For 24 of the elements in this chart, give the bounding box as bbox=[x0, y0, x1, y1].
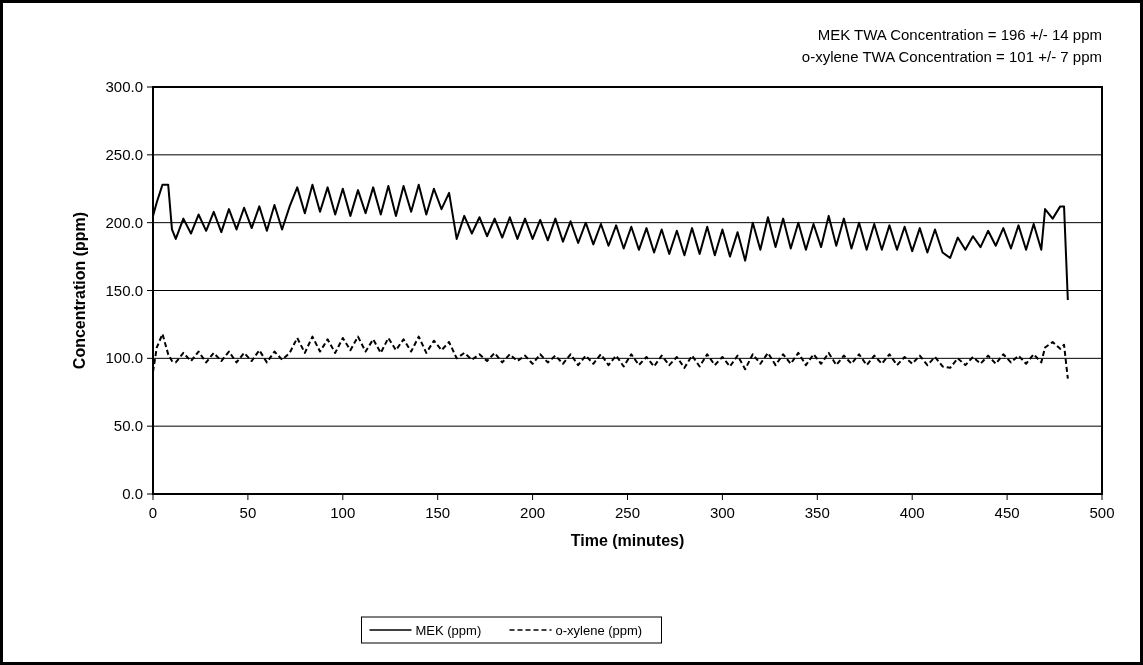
x-axis-title: Time (minutes) bbox=[570, 532, 685, 549]
legend-label: o-xylene (ppm) bbox=[555, 623, 643, 638]
x-tick-label: 100 bbox=[330, 504, 356, 521]
y-tick-label: 200.0 bbox=[105, 213, 143, 231]
legend-label: MEK (ppm) bbox=[415, 623, 482, 638]
x-tick-label: 150 bbox=[425, 504, 451, 521]
x-tick-label: 50 bbox=[239, 504, 257, 521]
text: o-xylene TWA Concentration = 101 +/- 7 ppm bbox=[801, 48, 1102, 65]
y-tick-label: 0.0 bbox=[122, 485, 143, 502]
y-tick-label: 50.0 bbox=[113, 417, 143, 435]
x-tick-label: 300 bbox=[709, 504, 735, 521]
x-tick-label: 350 bbox=[804, 504, 830, 521]
y-tick-label: 100.0 bbox=[105, 349, 143, 367]
text: MEK TWA Concentration = 196 +/- 14 ppm bbox=[817, 26, 1102, 43]
x-tick-label: 500 bbox=[1089, 504, 1115, 521]
y-tick-label: 300.0 bbox=[105, 78, 143, 95]
y-tick-label: 250.0 bbox=[105, 145, 143, 163]
y-tick-label: 150.0 bbox=[105, 281, 143, 299]
y-axis-title: Concentration (ppm) bbox=[71, 211, 88, 370]
x-tick-label: 450 bbox=[994, 504, 1020, 521]
x-tick-label: 250 bbox=[614, 504, 641, 521]
x-tick-label: 400 bbox=[899, 504, 925, 521]
x-tick-label: 0 bbox=[148, 504, 158, 521]
x-tick-label: 200 bbox=[520, 504, 546, 521]
